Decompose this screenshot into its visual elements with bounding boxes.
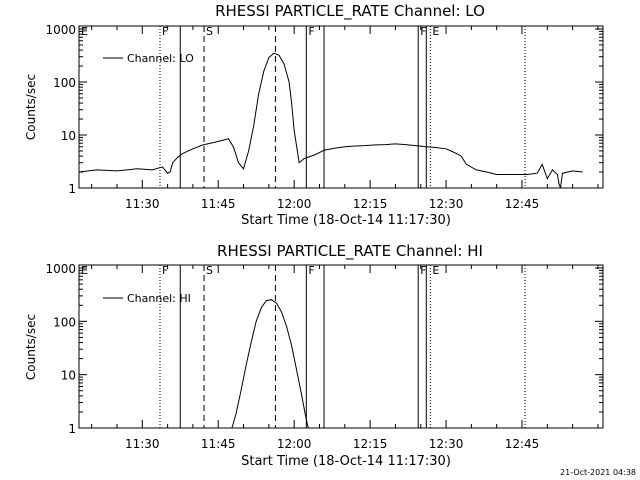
- y-tick-label: 1000: [45, 262, 76, 276]
- y-ticks-lo: 1 10 100 1000: [45, 23, 603, 196]
- chart-title-lo: RHESSI PARTICLE_RATE Channel: LO: [215, 2, 485, 21]
- chart-title-hi: RHESSI PARTICLE_RATE Channel: HI: [217, 242, 483, 261]
- event-marker-label: S: [206, 264, 213, 277]
- event-marker-label: F: [308, 25, 314, 38]
- legend-label-lo: Channel: LO: [127, 52, 194, 65]
- event-marker-label: E: [432, 25, 439, 38]
- x-ticks-lo: 11:30 11:45 12:00 12:15 12:30 12:45: [91, 26, 599, 211]
- y-tick-label: 1: [68, 422, 76, 436]
- y-tick-label: 10: [61, 369, 76, 383]
- series-line-hi: [231, 299, 309, 429]
- x-tick-label: 12:45: [505, 197, 540, 211]
- plot-frame-lo: [78, 25, 604, 189]
- event-marker-label: S: [206, 25, 213, 38]
- x-tick-label: 12:30: [429, 197, 464, 211]
- lo-channel-panel: RHESSI PARTICLE_RATE Channel: LO Counts/…: [24, 2, 604, 228]
- y-tick-label: 10: [61, 129, 76, 143]
- event-marker-label: F: [162, 264, 168, 277]
- legend-lo: Channel: LO: [103, 52, 194, 65]
- x-ticks-hi: 11:30 11:45 12:00 12:15 12:30 12:45: [91, 265, 599, 451]
- x-tick-label: 12:45: [505, 437, 540, 451]
- event-marker-label: E: [432, 264, 439, 277]
- x-tick-label: 12:15: [353, 437, 388, 451]
- legend-hi: Channel: HI: [103, 292, 191, 305]
- x-tick-label: 12:30: [429, 437, 464, 451]
- x-tick-label: 11:45: [201, 437, 236, 451]
- footer-timestamp: 21-Oct-2021 04:38: [560, 468, 636, 477]
- x-tick-label: 11:30: [125, 197, 160, 211]
- plot-frame-hi: [78, 264, 604, 429]
- top-left-marker-lo: E: [81, 25, 88, 38]
- x-tick-label: 11:30: [125, 437, 160, 451]
- y-tick-label: 1: [68, 182, 76, 196]
- event-marker-label: F: [420, 25, 426, 38]
- x-tick-label: 12:15: [353, 197, 388, 211]
- y-tick-label: 1000: [45, 23, 76, 37]
- x-tick-label: 11:45: [201, 197, 236, 211]
- y-ticks-hi: 1 10 100 1000: [45, 262, 603, 436]
- hi-channel-panel: RHESSI PARTICLE_RATE Channel: HI Counts/…: [24, 242, 604, 469]
- series-line-lo: [78, 52, 583, 189]
- y-tick-label: 100: [53, 315, 76, 329]
- x-axis-label-lo: Start Time (18-Oct-14 11:17:30): [241, 213, 451, 228]
- legend-label-hi: Channel: HI: [127, 292, 191, 305]
- x-axis-label-hi: Start Time (18-Oct-14 11:17:30): [241, 454, 451, 469]
- x-tick-label: 12:00: [277, 437, 312, 451]
- top-left-marker-hi: E: [81, 264, 88, 277]
- x-tick-label: 12:00: [277, 197, 312, 211]
- event-marker-label: F: [420, 264, 426, 277]
- y-tick-label: 100: [53, 76, 76, 90]
- event-marker-label: F: [162, 25, 168, 38]
- event-marker-label: F: [308, 264, 314, 277]
- y-axis-label-hi: Counts/sec: [24, 314, 38, 380]
- y-axis-label-lo: Counts/sec: [24, 74, 38, 140]
